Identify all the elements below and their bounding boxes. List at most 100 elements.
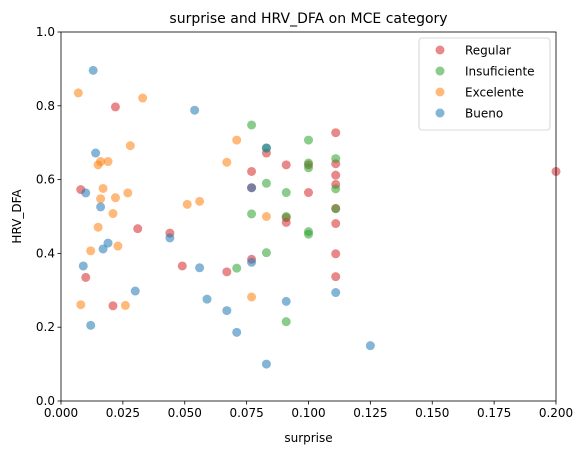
chart-title: surprise and HRV_DFA on MCE category <box>169 11 447 27</box>
legend-label-bueno: Bueno <box>465 107 503 121</box>
point-regular-24 <box>331 272 341 282</box>
x-tick-label: 0.025 <box>106 406 140 420</box>
point-bueno-12 <box>202 294 212 304</box>
point-excelente-10 <box>110 193 120 203</box>
point-regular-6 <box>177 261 187 271</box>
point-regular-23 <box>331 249 341 259</box>
point-bueno-8 <box>130 286 140 296</box>
point-bueno-10 <box>190 105 200 115</box>
x-tick-label: 0.000 <box>44 406 78 420</box>
y-tick-label: 0.6 <box>36 173 55 187</box>
x-tick-label: 0.100 <box>291 406 325 420</box>
point-excelente-13 <box>123 188 133 198</box>
y-tick-label: 1.0 <box>36 25 55 39</box>
point-regular-3 <box>108 301 118 311</box>
legend-label-excelente: Excelente <box>465 86 524 100</box>
point-insuficiente-11 <box>304 163 313 173</box>
point-excelente-2 <box>86 246 96 256</box>
point-regular-4 <box>133 224 143 234</box>
y-tick-label: 0.0 <box>36 394 55 408</box>
x-tick-label: 0.050 <box>168 406 202 420</box>
point-bueno-14 <box>232 327 242 337</box>
point-regular-16 <box>304 188 313 198</box>
point-bueno-19 <box>281 296 291 306</box>
x-tick-label: 0.200 <box>539 406 573 420</box>
point-excelente-0 <box>73 88 83 98</box>
legend-label-insuficiente: Insuficiente <box>465 65 535 79</box>
point-excelente-17 <box>195 196 205 206</box>
point-excelente-18 <box>222 157 232 167</box>
point-excelente-12 <box>120 300 130 310</box>
point-bueno-3 <box>88 65 98 75</box>
point-regular-19 <box>331 170 341 180</box>
point-insuficiente-13 <box>304 229 313 239</box>
x-tick-label: 0.125 <box>353 406 387 420</box>
point-regular-17 <box>331 128 341 138</box>
point-regular-1 <box>81 272 91 282</box>
point-insuficiente-16 <box>331 204 341 214</box>
x-tick-label: 0.150 <box>415 406 449 420</box>
point-insuficiente-9 <box>304 135 313 145</box>
point-excelente-21 <box>261 212 271 221</box>
y-axis-label: HRV_DFA <box>10 189 24 244</box>
x-tick-label: 0.075 <box>229 406 263 420</box>
point-excelente-11 <box>113 241 123 251</box>
legend-marker-excelente <box>435 87 445 97</box>
point-bueno-21 <box>365 341 375 351</box>
point-insuficiente-4 <box>261 178 271 188</box>
legend-marker-bueno <box>435 108 445 118</box>
point-bueno-1 <box>81 188 91 198</box>
x-axis-label: surprise <box>284 431 332 445</box>
point-excelente-6 <box>96 194 106 204</box>
point-excelente-1 <box>76 300 86 310</box>
point-excelente-8 <box>103 157 113 167</box>
point-bueno-6 <box>98 244 108 254</box>
point-bueno-11 <box>195 263 205 273</box>
point-insuficiente-8 <box>281 317 291 327</box>
point-insuficiente-2 <box>247 209 257 219</box>
point-excelente-4 <box>93 222 103 232</box>
point-insuficiente-15 <box>331 184 341 194</box>
point-insuficiente-14 <box>331 154 341 164</box>
legend-marker-regular <box>435 45 445 55</box>
point-regular-7 <box>222 267 232 277</box>
legend-label-regular: Regular <box>465 44 511 58</box>
legend: Regular Insuficiente Excelente Bueno <box>418 37 551 131</box>
point-bueno-7 <box>103 238 113 248</box>
y-tick-label: 0.4 <box>36 246 55 260</box>
point-bueno-9 <box>165 233 175 243</box>
y-axis-ticks: 0.0 0.2 0.4 0.6 0.8 1.0 <box>36 25 61 408</box>
point-excelente-14 <box>125 141 135 151</box>
point-insuficiente-5 <box>261 248 271 258</box>
point-excelente-20 <box>247 292 257 302</box>
point-insuficiente-1 <box>247 120 257 130</box>
y-tick-label: 0.2 <box>36 320 55 334</box>
point-excelente-9 <box>108 209 118 219</box>
point-insuficiente-0 <box>232 263 242 273</box>
point-insuficiente-7 <box>281 212 291 221</box>
point-excelente-16 <box>182 199 192 209</box>
point-regular-8 <box>247 166 257 176</box>
point-bueno-2 <box>86 320 96 330</box>
x-tick-label: 0.175 <box>477 406 511 420</box>
x-axis-ticks: 0.000 0.025 0.050 0.075 0.100 0.125 0.150 0.175… <box>44 401 573 420</box>
point-bueno-15 <box>247 183 257 193</box>
point-excelente-19 <box>232 135 242 145</box>
point-regular-22 <box>331 219 341 229</box>
point-regular-2 <box>110 102 120 112</box>
legend-marker-insuficiente <box>435 66 445 76</box>
point-bueno-13 <box>222 306 232 316</box>
point-excelente-7 <box>98 183 108 193</box>
point-bueno-18 <box>261 359 271 369</box>
legend-box <box>418 37 551 131</box>
point-insuficiente-6 <box>281 188 291 198</box>
point-excelente-15 <box>138 93 148 103</box>
data-points <box>73 65 561 369</box>
point-bueno-17 <box>261 143 271 153</box>
point-bueno-5 <box>96 202 106 212</box>
point-bueno-20 <box>331 288 341 298</box>
point-regular-12 <box>281 160 291 170</box>
y-tick-label: 0.8 <box>36 99 55 113</box>
point-bueno-16 <box>247 257 257 267</box>
